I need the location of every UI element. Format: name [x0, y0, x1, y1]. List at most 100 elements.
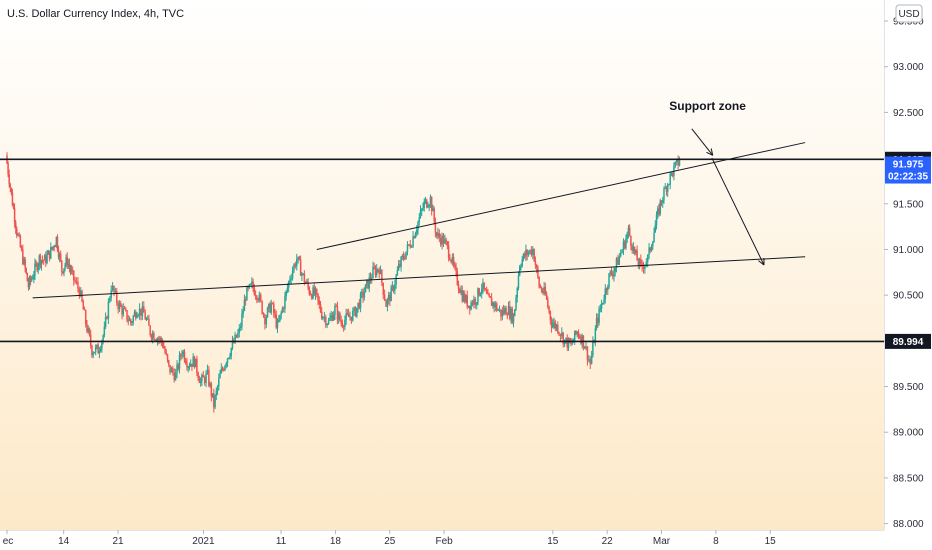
- candle-body: [609, 271, 612, 274]
- candle-body: [298, 256, 301, 260]
- candle-body: [529, 249, 531, 253]
- candle-body: [566, 337, 569, 348]
- candle-body: [468, 305, 471, 310]
- candle-body: [341, 323, 344, 327]
- candle-body: [349, 316, 351, 318]
- candle-body: [107, 301, 110, 319]
- candle-body: [96, 344, 98, 347]
- candle-body: [16, 228, 18, 236]
- candle-body: [539, 287, 542, 289]
- candle-body: [188, 366, 191, 368]
- candle-body: [8, 174, 10, 185]
- candle-body: [465, 295, 467, 302]
- candle-body: [10, 187, 13, 193]
- candle-body: [641, 263, 643, 267]
- candle-body: [83, 309, 86, 311]
- horizontal-levels: [0, 158, 884, 343]
- candle-body: [241, 313, 243, 327]
- candle-body: [648, 247, 650, 256]
- candle-body: [427, 206, 429, 208]
- candle-body: [446, 241, 449, 246]
- candle-body: [669, 173, 671, 185]
- candle-body: [402, 256, 405, 259]
- candle-body: [89, 334, 92, 346]
- candle-body: [623, 241, 626, 249]
- candle-body: [168, 360, 170, 365]
- candle-body: [230, 348, 232, 357]
- candle-body: [187, 366, 189, 368]
- candle-body: [151, 333, 154, 339]
- candle-body: [442, 235, 445, 244]
- candle-body: [663, 188, 665, 201]
- candle-body: [654, 225, 657, 233]
- candle-body: [658, 208, 660, 215]
- candle-body: [238, 328, 241, 333]
- price-tick-label: 88.000: [893, 519, 924, 530]
- candle-body: [425, 199, 428, 208]
- candle-body: [304, 282, 307, 284]
- candle-body: [209, 383, 211, 386]
- candle-body: [199, 381, 202, 383]
- plot-background: [0, 0, 884, 530]
- candle-body: [53, 246, 55, 248]
- candle-body: [414, 233, 417, 239]
- candle-body: [92, 353, 94, 356]
- candle-body: [138, 308, 141, 316]
- candle-body: [141, 306, 144, 316]
- candle-body: [550, 319, 553, 328]
- candle-body: [291, 270, 294, 279]
- candle-body: [103, 326, 106, 336]
- candle-body: [39, 255, 42, 266]
- candle-body: [17, 234, 19, 236]
- candle-body: [371, 278, 373, 280]
- candle-body: [545, 294, 548, 300]
- candle-body: [462, 293, 465, 302]
- time-tick-label: 15: [765, 536, 777, 547]
- currency-button[interactable]: USD: [895, 4, 923, 23]
- candle-body: [55, 236, 58, 246]
- candle-body: [223, 369, 225, 371]
- candle-body: [675, 159, 678, 163]
- candle-body: [117, 302, 119, 310]
- candle-body: [509, 306, 511, 319]
- candle-body: [353, 307, 355, 311]
- candle-body: [246, 287, 248, 301]
- candle-body: [116, 291, 118, 303]
- candle-body: [247, 287, 249, 289]
- candle-body: [387, 294, 390, 300]
- price-tick-label: 91.500: [893, 199, 924, 210]
- candle-body: [615, 258, 618, 269]
- candle-body: [520, 266, 522, 268]
- candle-body: [158, 338, 160, 340]
- candle-body: [81, 290, 83, 302]
- candle-body: [43, 255, 46, 261]
- candle-body: [375, 268, 378, 276]
- candle-body: [148, 318, 150, 326]
- candle-body: [205, 373, 207, 383]
- candle-body: [308, 287, 311, 294]
- candle-body: [397, 264, 400, 271]
- candle-body: [57, 249, 60, 258]
- candle-body: [98, 351, 101, 354]
- currency-label: USD: [898, 9, 919, 20]
- candle-body: [383, 294, 386, 301]
- candle-body: [607, 287, 609, 291]
- candle-body: [396, 270, 399, 276]
- candle-body: [618, 256, 621, 265]
- candle-body: [213, 393, 215, 408]
- candle-body: [589, 359, 591, 364]
- current-price-tag-label: 91.975: [893, 160, 924, 171]
- candle-body: [674, 162, 677, 166]
- candle-body: [660, 200, 663, 203]
- candle-body: [473, 298, 475, 305]
- candle-body: [318, 300, 321, 304]
- candle-body: [517, 275, 520, 289]
- candle-body: [434, 221, 437, 233]
- candle-body: [25, 268, 28, 274]
- candle-body: [627, 227, 630, 234]
- candle-body: [173, 372, 175, 381]
- candle-body: [14, 222, 17, 229]
- candle-body: [583, 346, 586, 349]
